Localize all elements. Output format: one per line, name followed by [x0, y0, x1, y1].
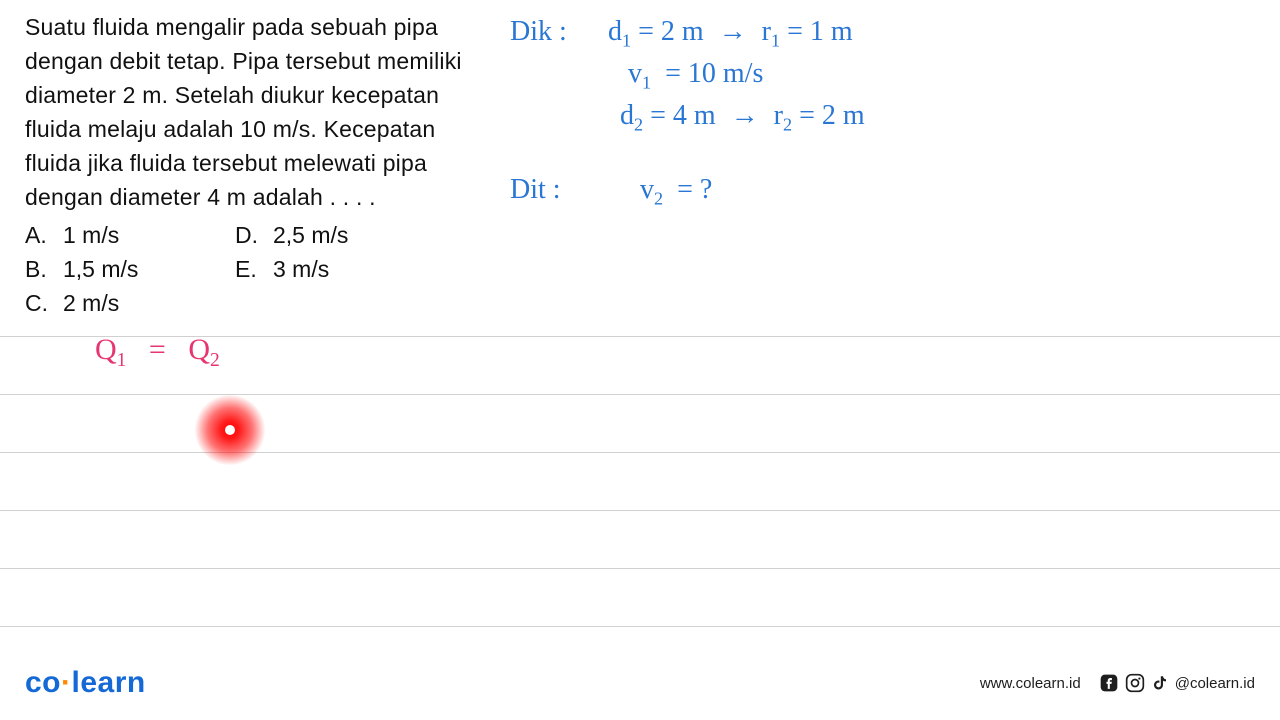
option-row: E.3 m/s — [235, 252, 445, 286]
option-row: C.2 m/s — [25, 286, 235, 320]
arrow-icon: → — [711, 12, 755, 52]
facebook-icon — [1099, 673, 1119, 693]
option-letter: B. — [25, 252, 63, 286]
notebook-line — [0, 452, 1280, 453]
logo-dot: · — [61, 666, 72, 699]
handwriting-v2: v2 = ? — [640, 170, 712, 219]
footer-url: www.colearn.id — [980, 675, 1081, 692]
tiktok-icon — [1151, 673, 1169, 693]
option-text: 1,5 m/s — [63, 252, 235, 286]
option-row: D.2,5 m/s — [235, 218, 445, 252]
option-letter: A. — [25, 218, 63, 252]
arrow-icon: → — [723, 96, 767, 136]
option-letter: E. — [235, 252, 273, 286]
option-row: A.1 m/s — [25, 218, 235, 252]
social-handle: @colearn.id — [1175, 675, 1255, 692]
pointer-dot — [195, 395, 265, 465]
notebook-line — [0, 626, 1280, 627]
option-text: 2 m/s — [63, 286, 235, 320]
instagram-icon — [1125, 673, 1145, 693]
social-icons: @colearn.id — [1099, 673, 1255, 693]
handwriting-dik: Dik : — [510, 12, 567, 52]
option-text: 1 m/s — [63, 218, 235, 252]
notebook-line — [0, 568, 1280, 569]
handwriting-dit: Dit : — [510, 170, 561, 210]
logo-learn: learn — [72, 666, 146, 699]
option-text: 3 m/s — [273, 252, 445, 286]
notebook-line — [0, 394, 1280, 395]
handwriting-d2: d2 = 4 m → r2 = 2 m — [620, 96, 865, 145]
question-text: Suatu fluida mengalir pada sebuah pipa d… — [25, 10, 495, 214]
handwriting-continuity: Q1 = Q2 — [95, 330, 220, 381]
notebook-line — [0, 510, 1280, 511]
option-row: B.1,5 m/s — [25, 252, 235, 286]
logo: co·learn — [25, 666, 146, 700]
option-letter: C. — [25, 286, 63, 320]
option-text: 2,5 m/s — [273, 218, 445, 252]
option-letter: D. — [235, 218, 273, 252]
footer: co·learn www.colearn.id @colearn.id — [25, 666, 1255, 700]
options-block: A.1 m/sB.1,5 m/sC.2 m/s D.2,5 m/sE.3 m/s — [25, 218, 1255, 320]
logo-co: co — [25, 666, 61, 699]
